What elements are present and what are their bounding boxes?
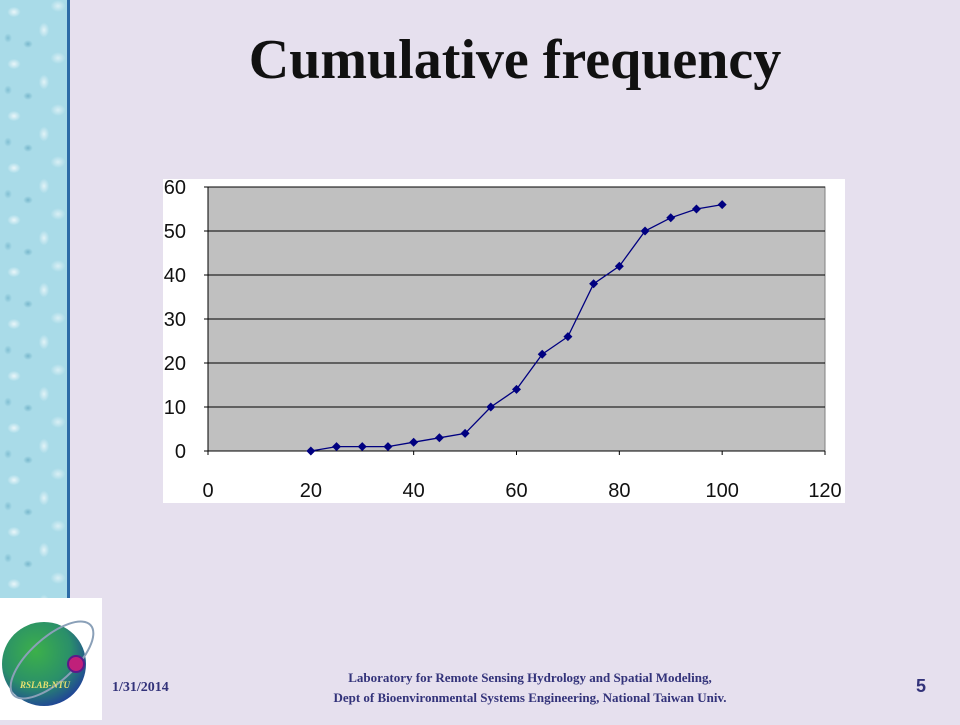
footer-lab-line1: Laboratory for Remote Sensing Hydrology … bbox=[348, 670, 712, 685]
footer-lab-line2: Dept of Bioenvironmental Systems Enginee… bbox=[333, 690, 727, 705]
x-tick-label-3: 60 bbox=[505, 480, 527, 502]
y-tick-label-6: 60 bbox=[164, 179, 186, 199]
data-point-7 bbox=[486, 402, 496, 412]
x-tick-label-1: 20 bbox=[300, 480, 322, 502]
x-tick-label-6: 120 bbox=[808, 480, 841, 502]
page-number: 5 bbox=[916, 676, 927, 696]
x-tick-label-4: 80 bbox=[608, 480, 630, 502]
y-tick-label-5: 50 bbox=[164, 221, 186, 243]
data-point-16 bbox=[717, 200, 727, 210]
footer-date: 1/31/2014 bbox=[112, 680, 169, 695]
y-tick-label-4: 40 bbox=[164, 265, 186, 287]
x-tick-label-2: 40 bbox=[403, 480, 425, 502]
y-tick-label-1: 10 bbox=[164, 397, 186, 419]
data-point-0 bbox=[306, 446, 316, 456]
data-point-1 bbox=[332, 442, 342, 452]
data-point-8 bbox=[512, 384, 521, 394]
svg-text:RSLAB-NTU: RSLAB-NTU bbox=[19, 680, 71, 690]
data-point-15 bbox=[691, 204, 701, 214]
data-point-6 bbox=[460, 428, 470, 438]
y-tick-label-2: 20 bbox=[164, 353, 186, 375]
y-tick-label-3: 30 bbox=[164, 309, 186, 331]
x-tick-label-5: 100 bbox=[705, 480, 738, 502]
data-point-2 bbox=[357, 442, 367, 452]
data-point-12 bbox=[614, 261, 624, 271]
x-tick-label-0: 0 bbox=[202, 480, 213, 502]
data-point-9 bbox=[537, 349, 547, 359]
data-point-4 bbox=[409, 437, 419, 447]
footer-lab-info: Laboratory for Remote Sensing Hydrology … bbox=[250, 668, 810, 708]
data-point-3 bbox=[383, 442, 393, 452]
decorative-water-strip bbox=[0, 0, 70, 600]
y-tick-label-0: 0 bbox=[175, 441, 186, 463]
lab-logo-graphic: RSLAB-NTU bbox=[2, 620, 95, 706]
data-point-13 bbox=[640, 226, 650, 236]
lab-logo: RSLAB-NTU bbox=[0, 598, 102, 720]
slide-title: Cumulative frequency bbox=[248, 29, 782, 91]
data-point-11 bbox=[589, 279, 599, 289]
cumulative-frequency-chart: 0 10 20 30 40 50 60 0 20 40 60 80 100 120 bbox=[164, 179, 842, 502]
chart-panel: 0 10 20 30 40 50 60 0 20 40 60 80 100 120 bbox=[163, 179, 845, 503]
data-point-10 bbox=[563, 332, 573, 342]
data-point-5 bbox=[434, 433, 444, 443]
data-point-14 bbox=[666, 213, 676, 223]
